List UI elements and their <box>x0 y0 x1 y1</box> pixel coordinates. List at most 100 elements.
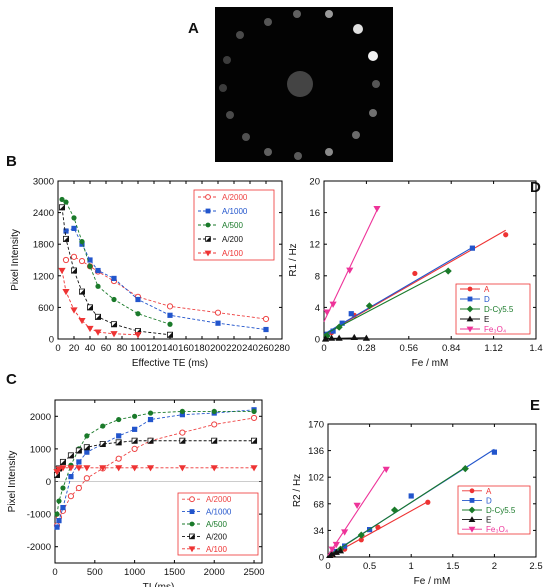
data-point <box>63 228 69 234</box>
x-tick-label: 2 <box>492 561 497 572</box>
data-point <box>131 465 139 472</box>
y-tick-label: 12 <box>309 240 320 251</box>
x-tick-label: 60 <box>101 343 112 354</box>
data-point <box>62 256 70 264</box>
phantom-vial <box>264 18 272 26</box>
legend-marker <box>189 521 195 527</box>
marker-fill <box>76 447 82 454</box>
y-tick-label: 0 <box>319 553 324 564</box>
marker-fill <box>87 304 93 310</box>
data-point <box>115 455 122 462</box>
data-point <box>166 331 173 338</box>
x-tick-label: 2500 <box>243 567 264 578</box>
data-point <box>365 302 374 310</box>
marker-fill <box>205 236 211 242</box>
data-point <box>84 433 90 439</box>
data-point <box>350 333 358 341</box>
phantom-center-circle <box>287 71 313 97</box>
data-point <box>167 321 173 327</box>
marker-fill <box>54 472 60 478</box>
data-point <box>68 474 74 480</box>
data-point <box>250 414 258 422</box>
x-tick-label: 220 <box>226 343 242 354</box>
legend-marker <box>467 286 473 292</box>
x-tick-label: 280 <box>274 343 290 354</box>
y-tick-label: -2000 <box>27 542 51 553</box>
data-point <box>323 309 331 316</box>
y-tick-label: 16 <box>309 208 320 219</box>
x-tick-label: 2000 <box>204 567 225 578</box>
series-line <box>61 207 171 336</box>
data-point <box>78 257 86 265</box>
data-point <box>111 296 117 303</box>
series-line <box>65 227 267 330</box>
data-point <box>100 423 106 429</box>
data-point <box>79 241 85 247</box>
x-tick-label: 2.5 <box>529 561 542 572</box>
y-tick-label: 136 <box>308 446 324 457</box>
data-point <box>87 257 93 263</box>
data-point <box>54 511 60 517</box>
data-point <box>178 465 186 472</box>
data-point <box>75 484 82 492</box>
x-tick-label: 200 <box>210 343 226 354</box>
legend-label: E <box>486 516 491 525</box>
y-tick-label: 2400 <box>33 208 54 219</box>
data-point <box>70 307 78 314</box>
legend-marker <box>468 516 476 522</box>
phantom-vial <box>293 10 301 18</box>
x-tick-label: 1.5 <box>446 561 459 572</box>
data-point <box>332 548 340 555</box>
data-point <box>111 275 117 282</box>
data-point <box>444 267 452 275</box>
data-point <box>425 499 431 505</box>
data-point <box>250 465 258 472</box>
data-point <box>328 546 336 553</box>
y-axis-title: Pixel Intensity <box>7 451 18 513</box>
data-point <box>251 408 257 415</box>
data-point <box>56 518 62 524</box>
x-axis-title: Effective TE (ms) <box>132 358 208 369</box>
phantom-vial <box>368 51 378 61</box>
legend-label: D <box>486 496 492 505</box>
marker-fill <box>167 332 173 338</box>
series-2 <box>323 267 452 340</box>
data-point <box>346 267 354 274</box>
y-axis-title: Pixel Intensity <box>10 229 21 291</box>
data-point <box>335 334 343 341</box>
data-point <box>146 465 155 472</box>
series-fit-line <box>323 246 473 335</box>
phantom-vial <box>325 10 333 18</box>
data-point <box>375 524 381 530</box>
data-point <box>332 541 340 549</box>
marker-fill <box>147 438 154 444</box>
data-point <box>330 328 336 334</box>
series-3 <box>53 437 258 478</box>
data-point <box>412 270 418 277</box>
y-tick-label: 0 <box>46 477 51 488</box>
phantom-vial <box>223 56 231 64</box>
legend-marker <box>205 194 211 200</box>
legend-marker <box>188 546 196 553</box>
series-3 <box>59 204 173 338</box>
data-point <box>116 416 122 423</box>
data-point <box>95 267 101 274</box>
series-2 <box>327 464 469 558</box>
marker-fill <box>111 321 117 327</box>
data-point <box>263 326 269 333</box>
phantom-image-a <box>215 7 393 162</box>
data-point <box>60 485 66 491</box>
data-point <box>134 332 142 339</box>
data-point <box>373 206 381 213</box>
series-1 <box>63 225 269 333</box>
panel-label-a: A <box>188 20 199 37</box>
data-point <box>211 408 217 415</box>
x-tick-label: 260 <box>258 343 274 354</box>
legend-label: Fe₃O₄ <box>484 325 506 334</box>
panel-label-b: B <box>6 153 17 170</box>
marker-fill <box>211 438 217 444</box>
data-point <box>335 323 343 331</box>
data-point <box>135 311 141 317</box>
legend-label: A <box>484 285 490 294</box>
